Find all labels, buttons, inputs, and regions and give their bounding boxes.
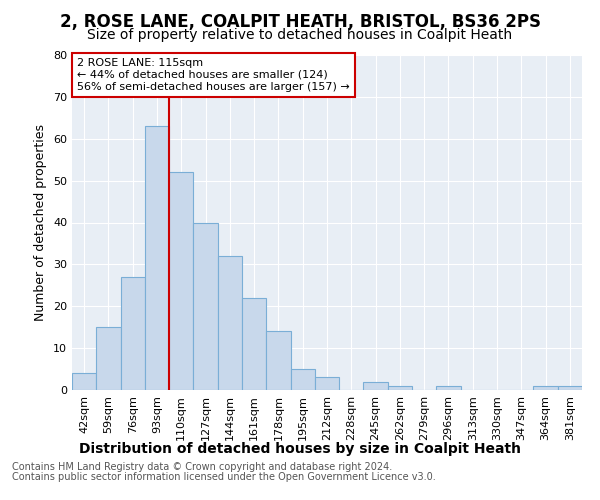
Bar — [266, 332, 290, 390]
Bar — [145, 126, 169, 390]
Text: Distribution of detached houses by size in Coalpit Heath: Distribution of detached houses by size … — [79, 442, 521, 456]
Text: Contains public sector information licensed under the Open Government Licence v3: Contains public sector information licen… — [12, 472, 436, 482]
Bar — [558, 386, 582, 390]
Bar — [436, 386, 461, 390]
Y-axis label: Number of detached properties: Number of detached properties — [34, 124, 47, 321]
Bar — [121, 277, 145, 390]
Bar — [193, 222, 218, 390]
Bar — [72, 373, 96, 390]
Bar — [169, 172, 193, 390]
Text: Size of property relative to detached houses in Coalpit Heath: Size of property relative to detached ho… — [88, 28, 512, 42]
Text: 2 ROSE LANE: 115sqm
← 44% of detached houses are smaller (124)
56% of semi-detac: 2 ROSE LANE: 115sqm ← 44% of detached ho… — [77, 58, 350, 92]
Text: 2, ROSE LANE, COALPIT HEATH, BRISTOL, BS36 2PS: 2, ROSE LANE, COALPIT HEATH, BRISTOL, BS… — [59, 12, 541, 30]
Bar — [218, 256, 242, 390]
Bar — [242, 298, 266, 390]
Bar — [364, 382, 388, 390]
Bar — [388, 386, 412, 390]
Bar — [533, 386, 558, 390]
Bar — [96, 327, 121, 390]
Bar — [290, 369, 315, 390]
Bar — [315, 378, 339, 390]
Text: Contains HM Land Registry data © Crown copyright and database right 2024.: Contains HM Land Registry data © Crown c… — [12, 462, 392, 472]
